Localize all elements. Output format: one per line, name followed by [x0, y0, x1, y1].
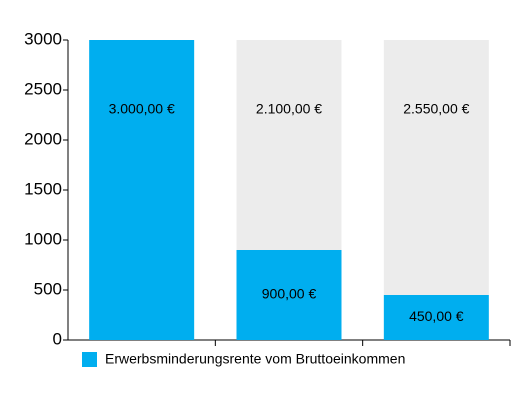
bar-segment	[236, 40, 342, 250]
value-label: 900,00 €	[262, 286, 317, 302]
legend-swatch	[82, 352, 97, 367]
value-label: 2.550,00 €	[403, 101, 469, 117]
y-tick-label: 0	[53, 329, 62, 348]
value-label: 3.000,00 €	[109, 101, 175, 117]
y-tick-label: 1000	[24, 229, 62, 248]
y-tick-label: 500	[34, 279, 62, 298]
value-label: 2.100,00 €	[256, 101, 322, 117]
y-tick-label: 1500	[24, 179, 62, 198]
bar-segment	[383, 295, 489, 340]
y-tick-label: 2000	[24, 129, 62, 148]
value-label: 450,00 €	[409, 308, 464, 324]
bar-segment	[383, 40, 489, 295]
bar-segment	[236, 250, 342, 340]
legend-label: Erwerbsminderungsrente vom Bruttoeinkomm…	[105, 351, 405, 367]
bar-segment	[89, 40, 195, 340]
y-tick-label: 3000	[24, 29, 62, 48]
y-tick-label: 2500	[24, 79, 62, 98]
